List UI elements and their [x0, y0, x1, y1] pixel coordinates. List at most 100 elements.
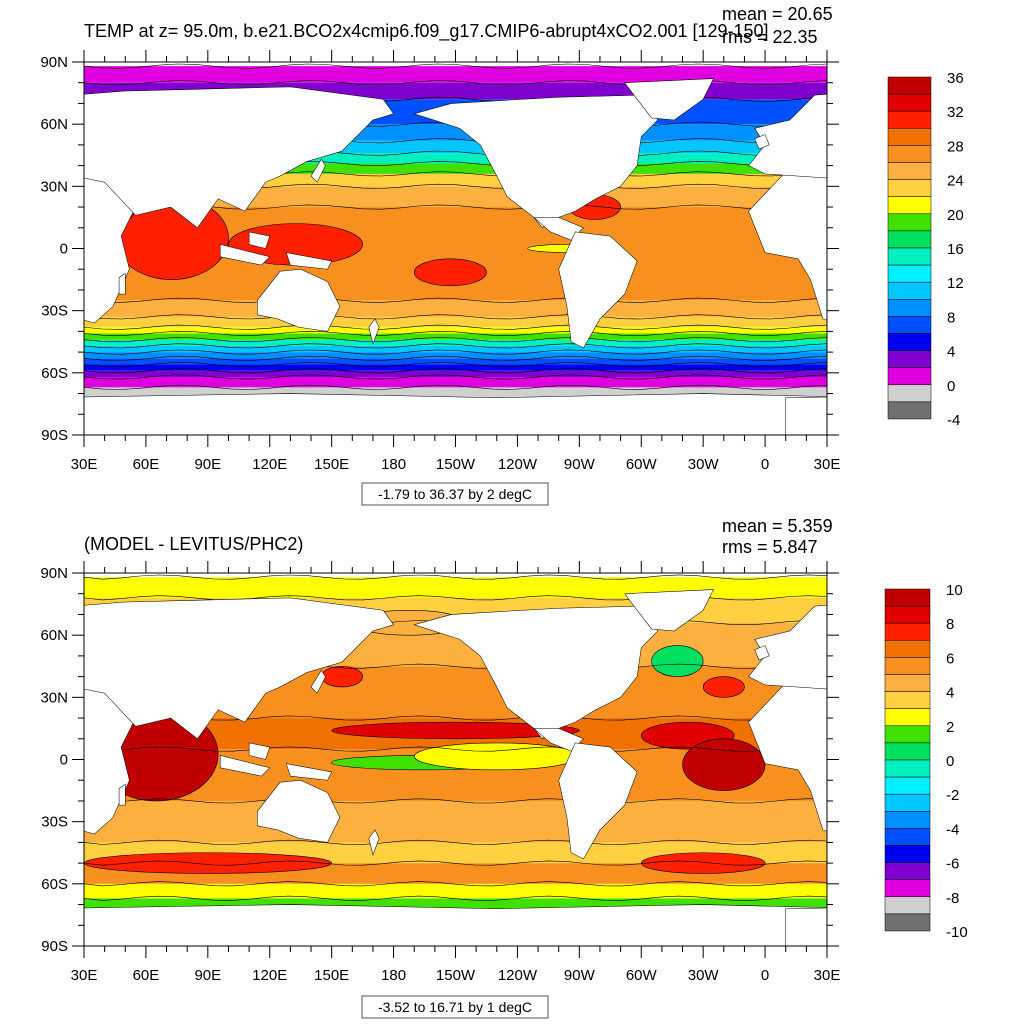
contour-line	[84, 343, 827, 349]
field-band	[84, 339, 827, 346]
colorbar-label: 2	[946, 719, 954, 736]
field-band	[84, 800, 827, 843]
land-shape	[624, 78, 714, 121]
land-shape	[748, 166, 827, 321]
colorbar-label: -6	[946, 856, 959, 873]
contour-line	[84, 895, 827, 901]
x-tick-label: 60W	[626, 456, 658, 473]
x-tick-label: 90E	[194, 456, 221, 473]
land-shape	[785, 396, 827, 435]
colorbar-label: -10	[946, 924, 968, 941]
field-band	[84, 333, 827, 340]
field-band	[84, 883, 827, 899]
colorbar-swatch	[887, 350, 932, 368]
land-shape	[748, 677, 827, 832]
y-tick-label: 60N	[40, 116, 68, 133]
x-tick-label: 30E	[71, 456, 98, 473]
colorbar-label: -4	[946, 821, 959, 838]
x-tick-label: 30W	[688, 456, 720, 473]
land-shape	[963, 755, 1013, 776]
colorbar-label: 10	[946, 582, 963, 599]
x-tick-label: 90W	[564, 967, 596, 984]
mean-label: mean = 5.359	[722, 516, 833, 536]
colorbar-swatch	[887, 247, 932, 266]
map-area	[12, 574, 1024, 946]
land-mask	[12, 589, 1024, 946]
colorbar-swatch	[884, 622, 931, 641]
colorbar-label: 20	[947, 207, 964, 224]
colorbar-label: 16	[947, 241, 964, 258]
land-shape	[285, 252, 333, 270]
mean-label: mean = 20.65	[722, 4, 833, 24]
colorbar-swatch	[887, 93, 932, 112]
land-shape	[754, 645, 770, 661]
colorbar-swatch	[887, 333, 932, 351]
contour-line	[84, 330, 827, 336]
contour-line	[84, 355, 827, 361]
colorbar-swatch	[884, 879, 931, 898]
x-tick-label: 60E	[133, 967, 160, 984]
colorbar-swatch	[887, 145, 932, 163]
colorbar-swatch	[887, 316, 932, 334]
field-band	[84, 186, 827, 208]
colorbar-label: 8	[947, 309, 955, 326]
land-shape	[368, 829, 380, 856]
x-tick-label: 0	[761, 967, 769, 984]
colorbar-swatch	[884, 742, 931, 761]
land-shape	[310, 669, 326, 694]
y-tick-label: 90N	[40, 54, 68, 71]
land-shape	[248, 742, 271, 760]
colorbar-swatch	[887, 299, 932, 317]
field-patch	[84, 852, 332, 874]
colorbar-swatch	[884, 725, 931, 744]
contour-line	[84, 384, 827, 390]
land-shape	[257, 268, 341, 332]
land-shape	[219, 755, 271, 777]
colorbar-label: -8	[946, 890, 959, 907]
panel-title: (MODEL - LEVITUS/PHC2)	[84, 534, 303, 554]
land-shape	[862, 273, 868, 294]
x-tick-label: 180	[381, 967, 406, 984]
field-patch	[651, 645, 704, 677]
land-shape	[84, 597, 395, 740]
x-tick-label: 180	[381, 456, 406, 473]
land-shape	[748, 93, 827, 179]
land-shape	[12, 135, 26, 150]
field-band	[84, 370, 827, 377]
land-shape	[12, 646, 26, 661]
land-shape	[285, 763, 333, 781]
land-shape	[992, 232, 1013, 249]
colorbar-label: 36	[947, 70, 964, 87]
colorbar-swatch	[884, 862, 931, 880]
land-shape	[84, 904, 827, 946]
x-tick-label: 120E	[252, 456, 287, 473]
colorbar-swatch	[887, 179, 932, 197]
colorbar-swatch	[887, 110, 932, 129]
land-shape	[219, 244, 271, 266]
land-shape	[558, 742, 638, 860]
colorbar-label: 12	[947, 275, 964, 292]
contour-line	[84, 368, 827, 374]
field-band	[84, 358, 827, 365]
range-label-box	[361, 995, 549, 1019]
colorbar-swatch	[884, 913, 931, 932]
land-shape	[368, 318, 380, 345]
range-label: -1.79 to 36.37 by 2 degC	[378, 486, 532, 502]
field-patch	[413, 258, 487, 287]
map-area	[12, 63, 1013, 435]
field-band	[84, 345, 827, 353]
contour-line	[84, 839, 827, 845]
contour-line	[84, 362, 827, 368]
field-patch	[321, 665, 363, 688]
y-tick-label: 30S	[41, 303, 68, 320]
colorbar-swatch	[884, 776, 931, 795]
contour-line	[84, 374, 827, 380]
colorbar-swatch	[887, 162, 932, 180]
map-panel-1: 30E 60E 90E 120E 150E 180 150W 120W 90W 60W 30W 0 30…	[12, 4, 1013, 506]
land-shape	[1000, 780, 1024, 842]
contour-line	[84, 746, 827, 752]
x-tick-label: 30E	[71, 967, 98, 984]
land-shape	[310, 158, 326, 183]
colorbar-swatch	[884, 811, 931, 829]
y-tick-label: 30S	[41, 814, 68, 831]
